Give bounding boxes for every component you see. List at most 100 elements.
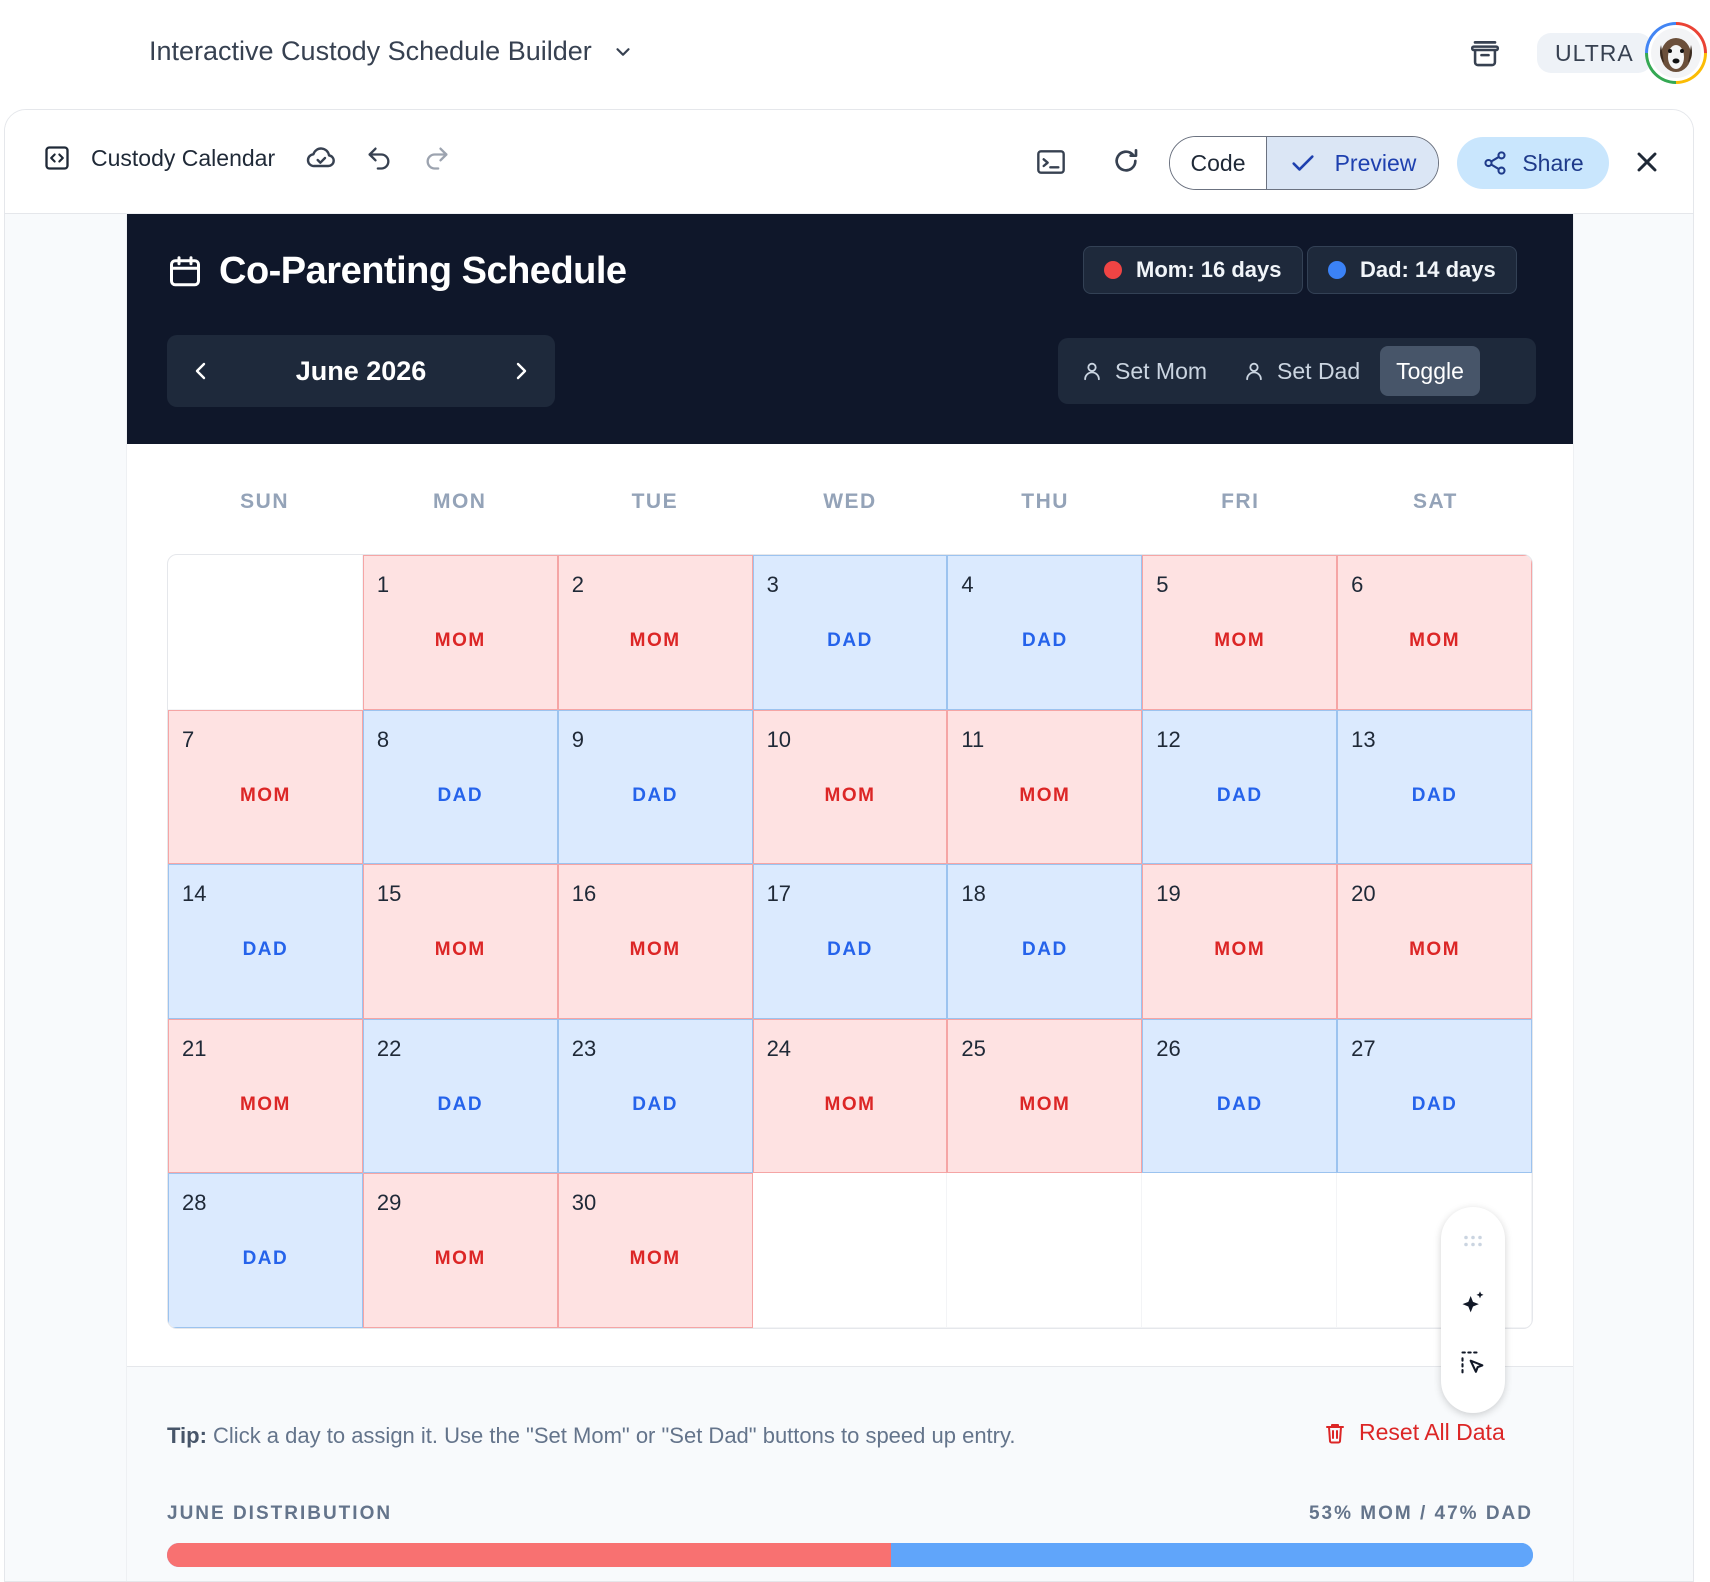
- day-assignee: DAD: [1216, 1093, 1263, 1115]
- canvas-toolbar: Custody Calendar Code Preview Share: [5, 110, 1693, 214]
- share-button[interactable]: Share: [1457, 137, 1609, 189]
- floating-tool-strip: [1441, 1207, 1505, 1413]
- day-assignee: DAD: [1022, 939, 1068, 961]
- calendar-day-21[interactable]: 21 MOM: [168, 1018, 363, 1174]
- code-file-icon: [41, 142, 73, 174]
- calendar-day-22[interactable]: 22 DAD: [362, 1018, 558, 1174]
- weekday-label: FRI: [1221, 490, 1260, 513]
- day-number: 3: [766, 572, 779, 597]
- calendar-day-5[interactable]: 5 MOM: [1142, 555, 1338, 710]
- day-number: 27: [1351, 1035, 1376, 1061]
- calendar-day-18[interactable]: 18 DAD: [947, 864, 1143, 1019]
- day-assignee: MOM: [824, 784, 876, 806]
- day-assignee: MOM: [629, 630, 681, 651]
- calendar-day-10[interactable]: 10 MOM: [752, 709, 948, 865]
- calendar-day-11[interactable]: 11 MOM: [947, 709, 1143, 865]
- calendar-day-19[interactable]: 19 MOM: [1142, 864, 1338, 1019]
- calendar-day-1[interactable]: 1 MOM: [362, 555, 558, 710]
- check-icon: [1291, 155, 1314, 171]
- set-dad-button[interactable]: Set Dad: [1227, 346, 1376, 396]
- calendar-day-8[interactable]: 8 DAD: [362, 709, 558, 865]
- sparkle-icon[interactable]: [1457, 1287, 1489, 1319]
- calendar-day-6[interactable]: 6 MOM: [1337, 555, 1532, 710]
- dad-dot: [1328, 261, 1346, 279]
- code-tab[interactable]: Code: [1170, 137, 1266, 189]
- preview-label: Preview: [1334, 149, 1417, 176]
- redo-icon[interactable]: [421, 142, 453, 174]
- distribution-bar: [167, 1543, 1533, 1567]
- calendar-day-26[interactable]: 26 DAD: [1142, 1018, 1338, 1174]
- calendar-day-3[interactable]: 3 DAD: [752, 555, 948, 710]
- distribution-percent: 53% MOM / 47% DAD: [1308, 1503, 1533, 1524]
- calendar-day-15[interactable]: 15 MOM: [362, 864, 558, 1019]
- day-number: 19: [1156, 881, 1181, 907]
- day-assignee: DAD: [242, 1248, 289, 1270]
- chevron-left-icon[interactable]: [189, 359, 213, 383]
- avatar[interactable]: [1645, 22, 1707, 84]
- calendar-day-30[interactable]: 30 MOM: [557, 1173, 753, 1328]
- day-number: 14: [182, 881, 207, 907]
- console-icon[interactable]: [1035, 146, 1067, 178]
- calendar-day-13[interactable]: 13 DAD: [1337, 709, 1532, 865]
- calendar-grid: 1 MOM 2 MOM 3 DAD 4 DAD 5 MOM 6 MOM 7 MOM 8 DAD 9 DAD 10 MO…: [167, 554, 1533, 1329]
- day-number: 17: [766, 881, 792, 907]
- undo-icon[interactable]: [363, 142, 395, 174]
- share-icon: [1484, 151, 1506, 175]
- archive-icon[interactable]: [1468, 36, 1502, 70]
- calendar-day-28[interactable]: 28 DAD: [168, 1173, 363, 1328]
- calendar-day-4[interactable]: 4 DAD: [947, 555, 1143, 710]
- day-number: 15: [376, 881, 402, 907]
- calendar-day-23[interactable]: 23 DAD: [557, 1018, 753, 1174]
- reset-all-button[interactable]: Reset All Data: [1323, 1419, 1505, 1446]
- select-element-icon[interactable]: [1457, 1347, 1489, 1379]
- distribution-bar-mom: [167, 1543, 891, 1567]
- dog-avatar-icon: [1660, 38, 1692, 72]
- day-assignee: MOM: [434, 1248, 486, 1270]
- day-number: 22: [376, 1035, 402, 1061]
- calendar-day-25[interactable]: 25 MOM: [947, 1018, 1143, 1174]
- app-title: Interactive Custody Schedule Builder: [149, 36, 592, 66]
- weekday-label: WED: [823, 490, 877, 513]
- day-assignee: MOM: [1214, 630, 1266, 651]
- cloud-sync-icon[interactable]: [305, 142, 337, 174]
- distribution-bar-dad: [890, 1543, 1533, 1567]
- calendar-day-9[interactable]: 9 DAD: [557, 709, 753, 865]
- calendar-day-14[interactable]: 14 DAD: [168, 864, 363, 1019]
- close-icon[interactable]: [1631, 146, 1663, 178]
- toggle-button[interactable]: Toggle: [1380, 346, 1480, 396]
- set-mom-button[interactable]: Set Mom: [1065, 346, 1223, 396]
- empty-day-cell: [1142, 1173, 1338, 1328]
- calendar-day-24[interactable]: 24 MOM: [752, 1018, 948, 1174]
- user-icon: [1246, 362, 1262, 381]
- preview-tab[interactable]: Preview: [1266, 137, 1438, 189]
- day-number: 16: [571, 881, 597, 907]
- calendar-day-17[interactable]: 17 DAD: [752, 864, 948, 1019]
- chevron-right-icon[interactable]: [509, 359, 533, 383]
- weekday-label: SUN: [240, 490, 289, 513]
- app-title-dropdown[interactable]: Interactive Custody Schedule Builder: [149, 36, 634, 67]
- toggle-label: Toggle: [1396, 357, 1464, 384]
- empty-day-cell: [947, 1173, 1143, 1328]
- calendar-day-27[interactable]: 27 DAD: [1337, 1018, 1532, 1174]
- refresh-icon[interactable]: [1110, 145, 1142, 177]
- day-number: 28: [182, 1190, 207, 1216]
- day-assignee: MOM: [1019, 1093, 1071, 1115]
- calendar-day-16[interactable]: 16 MOM: [557, 864, 753, 1019]
- calendar-day-2[interactable]: 2 MOM: [557, 555, 753, 710]
- view-toggle: Code Preview: [1169, 136, 1439, 190]
- day-assignee: DAD: [827, 939, 873, 961]
- calendar-day-12[interactable]: 12 DAD: [1142, 709, 1338, 865]
- distribution-label: JUNE DISTRIBUTION: [167, 1503, 393, 1524]
- calendar-day-29[interactable]: 29 MOM: [362, 1173, 558, 1328]
- day-number: 30: [571, 1190, 597, 1216]
- mom-dot: [1104, 261, 1122, 279]
- day-assignee: DAD: [437, 784, 484, 806]
- user-icon: [1084, 362, 1100, 381]
- day-number: 7: [182, 726, 195, 752]
- plan-badge: ULTRA: [1537, 33, 1652, 73]
- calendar-day-7[interactable]: 7 MOM: [168, 709, 363, 865]
- assign-mode-group: Set Mom Set Dad Toggle: [1058, 338, 1536, 404]
- drag-handle-icon[interactable]: [1457, 1225, 1489, 1257]
- calendar-day-20[interactable]: 20 MOM: [1337, 864, 1532, 1019]
- weekday-label: SAT: [1412, 490, 1458, 513]
